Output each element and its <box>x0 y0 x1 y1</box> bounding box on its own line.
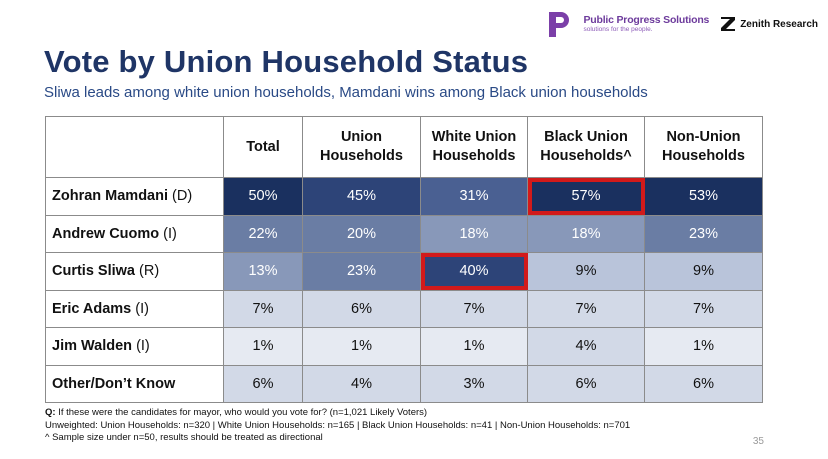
value-cell: 6% <box>223 364 303 403</box>
value-cell: 6% <box>527 364 645 403</box>
candidate-label: Jim Walden (I) <box>45 327 224 366</box>
value-cell: 6% <box>644 364 763 403</box>
candidate-name: Jim Walden <box>52 338 133 355</box>
candidate-label: Curtis Sliwa (R) <box>45 252 224 291</box>
value-cell: 9% <box>644 252 763 291</box>
table-row: Other/Don’t Know 6% 4% 3% 6% 6% <box>45 364 763 403</box>
candidate-name: Andrew Cuomo <box>52 225 160 242</box>
value-cell: 7% <box>644 289 763 328</box>
slide-subtitle: Sliwa leads among white union households… <box>44 84 648 101</box>
question-text: If these were the candidates for mayor, … <box>58 407 428 418</box>
zenith-name: Zenith Research <box>740 18 818 30</box>
candidate-party: (I) <box>136 338 150 355</box>
candidate-label: Zohran Mamdani (D) <box>45 177 224 216</box>
candidate-party: (I) <box>163 225 177 242</box>
column-header: Union Households <box>302 116 421 178</box>
candidate-name: Curtis Sliwa <box>52 263 135 280</box>
value-cell: 45% <box>302 177 421 216</box>
value-cell: 9% <box>527 252 645 291</box>
highlighted-value-cell: 57% <box>527 177 645 216</box>
value-cell: 7% <box>420 289 528 328</box>
header-row: Total Union Households White Union Househo… <box>45 116 763 178</box>
value-cell: 4% <box>302 364 421 403</box>
value-cell: 50% <box>223 177 303 216</box>
value-cell: 1% <box>223 327 303 366</box>
zenith-logo-icon <box>719 15 737 33</box>
value-cell: 6% <box>302 289 421 328</box>
question-label: Q: <box>45 407 56 418</box>
logo-area: Public Progress Solutions solutions for … <box>547 8 818 40</box>
candidate-label: Eric Adams (I) <box>45 289 224 328</box>
value-cell: 31% <box>420 177 528 216</box>
candidate-label: Other/Don’t Know <box>45 364 224 403</box>
table-row: Eric Adams (I) 7% 6% 7% 7% 7% <box>45 289 763 328</box>
candidate-party: (I) <box>135 300 149 317</box>
value-cell: 3% <box>420 364 528 403</box>
value-cell: 53% <box>644 177 763 216</box>
column-header: Non-Union Households <box>644 116 763 178</box>
highlighted-value-cell: 40% <box>420 252 528 291</box>
column-header: Black Union Households^ <box>527 116 645 178</box>
question-note: Q: If these were the candidates for mayo… <box>45 407 630 420</box>
candidate-name: Other/Don’t Know <box>52 375 176 392</box>
public-progress-tagline: solutions for the people. <box>583 26 653 33</box>
value-cell: 1% <box>302 327 421 366</box>
slide-title: Vote by Union Household Status <box>44 44 529 79</box>
results-table: Total Union Households White Union Househo… <box>45 116 763 403</box>
corner-cell <box>45 116 224 178</box>
footnotes: Q: If these were the candidates for mayo… <box>45 407 630 445</box>
column-header: White Union Households <box>420 116 528 178</box>
candidate-name: Zohran Mamdani <box>52 188 169 205</box>
candidate-label: Andrew Cuomo (I) <box>45 214 224 253</box>
value-cell: 23% <box>302 252 421 291</box>
value-cell: 7% <box>223 289 303 328</box>
value-cell: 4% <box>527 327 645 366</box>
value-cell: 23% <box>644 214 763 253</box>
candidate-name: Eric Adams <box>52 300 132 317</box>
caveat-note: ^ Sample size under n=50, results should… <box>45 432 323 443</box>
value-cell: 1% <box>420 327 528 366</box>
zenith-logo: Zenith Research <box>719 15 818 33</box>
candidate-party: (D) <box>172 188 193 205</box>
public-progress-logo-icon <box>547 10 573 38</box>
candidate-party: (R) <box>139 263 160 280</box>
value-cell: 7% <box>527 289 645 328</box>
public-progress-logo-text: Public Progress Solutions solutions for … <box>583 13 710 34</box>
public-progress-name: Public Progress Solutions <box>583 13 710 26</box>
value-cell: 13% <box>223 252 303 291</box>
value-cell: 18% <box>420 214 528 253</box>
value-cell: 22% <box>223 214 303 253</box>
column-header: Total <box>223 116 303 178</box>
page-number: 35 <box>752 436 764 447</box>
unweighted-note: Unweighted: Union Households: n=320 | Wh… <box>45 419 631 431</box>
value-cell: 20% <box>302 214 421 253</box>
value-cell: 18% <box>527 214 645 253</box>
table-row: Zohran Mamdani (D) 50% 45% 31% 57% 53% <box>45 177 763 216</box>
table-row: Andrew Cuomo (I) 22% 20% 18% 18% 23% <box>45 214 763 253</box>
table-row: Curtis Sliwa (R) 13% 23% 40% 9% 9% <box>45 252 763 291</box>
value-cell: 1% <box>644 327 763 366</box>
table-row: Jim Walden (I) 1% 1% 1% 4% 1% <box>45 327 763 366</box>
